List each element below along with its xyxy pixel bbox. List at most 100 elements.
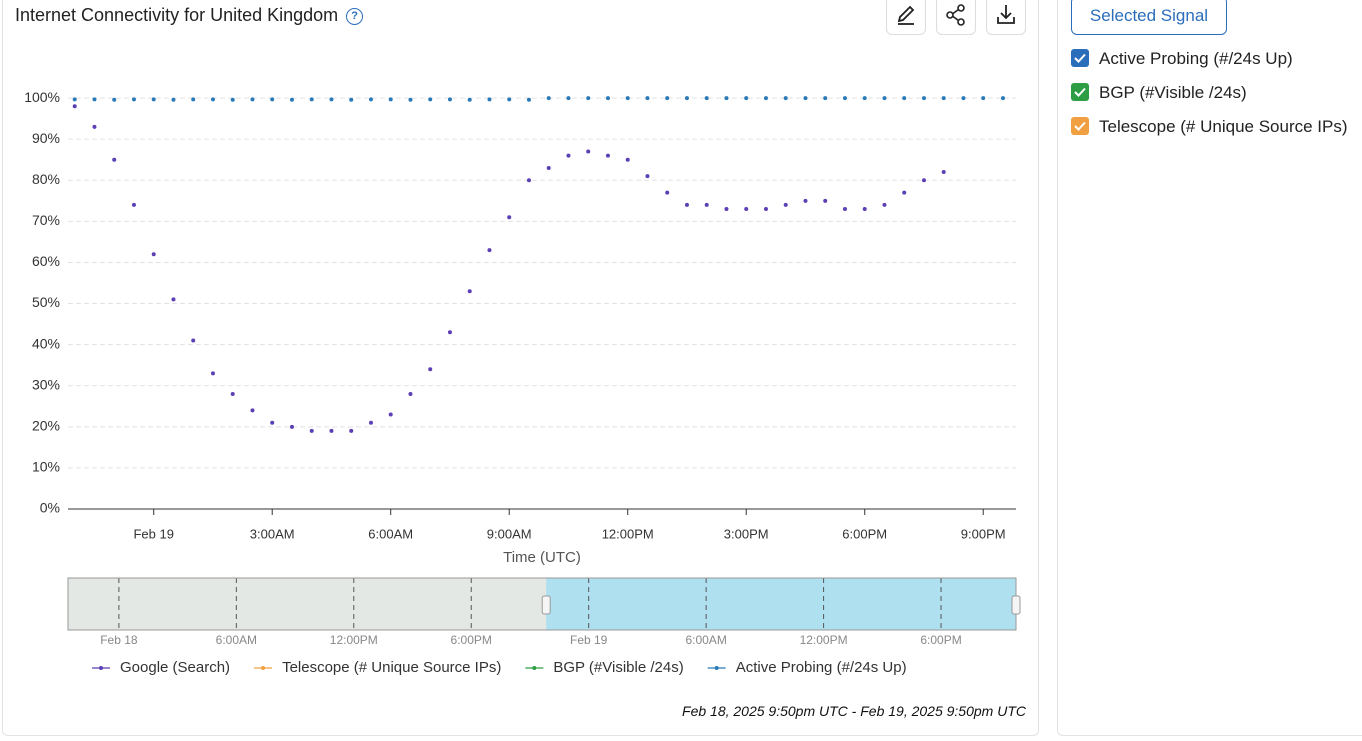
point — [112, 97, 117, 102]
signal-label: BGP (#Visible /24s) — [1099, 83, 1247, 102]
point — [645, 174, 650, 179]
point — [842, 207, 847, 212]
y-tick-label: 20% — [32, 418, 60, 434]
point — [842, 96, 847, 101]
date-range: Feb 18, 2025 9:50pm UTC - Feb 19, 2025 9… — [682, 703, 1026, 719]
x-tick-label: 3:00AM — [250, 526, 295, 541]
point — [704, 96, 709, 101]
y-tick-label: 0% — [40, 500, 60, 516]
signal-checkbox[interactable]: BGP (#Visible /24s) — [1071, 83, 1247, 103]
point — [151, 252, 156, 257]
point — [981, 96, 986, 101]
navigator-selection — [546, 578, 1016, 630]
y-tick-label: 90% — [32, 130, 60, 146]
check-icon — [1074, 53, 1086, 63]
x-tick-label: Feb 19 — [133, 526, 173, 541]
legend-dot — [261, 666, 266, 670]
navigator-tick-label: 6:00PM — [920, 633, 961, 647]
point — [744, 207, 749, 212]
point — [803, 198, 808, 203]
point — [724, 96, 729, 101]
y-tick-label: 50% — [32, 294, 60, 310]
point — [684, 202, 689, 207]
point — [72, 104, 77, 109]
legend-label[interactable]: Telescope (# Unique Source IPs) — [282, 659, 501, 676]
point — [526, 178, 531, 183]
navigator-tick-label: 6:00AM — [216, 633, 257, 647]
navigator-handle[interactable] — [1011, 595, 1021, 615]
point — [625, 96, 630, 101]
check-icon — [1074, 87, 1086, 97]
point — [625, 157, 630, 162]
chart: 0% 10% 20% 30% 40% 50% 60% 70% 80% 90% 100% Feb 19 3… — [24, 89, 1021, 676]
checkbox[interactable] — [1071, 83, 1089, 101]
point — [230, 97, 235, 102]
navigator-tick-label: 6:00AM — [685, 633, 726, 647]
point — [645, 96, 650, 101]
edit-icon — [897, 5, 915, 25]
point — [191, 97, 196, 102]
chart-title: Internet Connectivity for United Kingdom — [15, 5, 339, 25]
point — [112, 157, 117, 162]
navigator-handle[interactable] — [541, 595, 551, 615]
checkbox[interactable] — [1071, 117, 1089, 135]
point — [546, 165, 551, 170]
selected-signal-button[interactable]: Selected Signal — [1071, 0, 1227, 35]
y-tick-label: 10% — [32, 459, 60, 475]
point — [447, 330, 452, 335]
point — [428, 97, 433, 102]
navigator-tick-label: 6:00PM — [451, 633, 492, 647]
checkbox[interactable] — [1071, 49, 1089, 67]
signal-label: Active Probing (#/24s Up) — [1099, 49, 1293, 68]
legend-label[interactable]: BGP (#Visible /24s) — [553, 659, 683, 676]
legend-label[interactable]: Active Probing (#/24s Up) — [736, 659, 907, 676]
legend-dot — [532, 666, 537, 670]
point — [783, 202, 788, 207]
x-tick-label: 9:00AM — [487, 526, 532, 541]
x-tick-label: 3:00PM — [724, 526, 769, 541]
navigator-tick-label: 12:00PM — [330, 633, 378, 647]
point — [289, 97, 294, 102]
point — [586, 149, 591, 154]
legend-dot — [99, 666, 103, 670]
point — [487, 248, 492, 253]
signal-checkbox[interactable]: Telescope (# Unique Source IPs) — [1071, 117, 1348, 137]
point — [289, 424, 294, 429]
point — [131, 202, 136, 207]
share-button[interactable] — [936, 0, 976, 35]
point — [171, 97, 176, 102]
download-button[interactable] — [986, 0, 1026, 35]
point — [586, 96, 591, 101]
signal-checkbox[interactable]: Active Probing (#/24s Up) — [1071, 49, 1293, 69]
signal-card — [1057, 0, 1362, 736]
point — [467, 97, 472, 102]
edit-button[interactable] — [886, 0, 926, 35]
point — [447, 97, 452, 102]
legend-dot — [714, 666, 719, 670]
point — [566, 96, 571, 101]
signal-label: Telescope (# Unique Source IPs) — [1099, 117, 1348, 136]
y-tick-label: 60% — [32, 253, 60, 269]
point — [882, 96, 887, 101]
point — [823, 198, 828, 203]
point — [349, 428, 354, 433]
point — [882, 202, 887, 207]
y-tick-label: 30% — [32, 376, 60, 392]
point — [526, 97, 531, 102]
navigator-tick-label: Feb 18 — [100, 633, 138, 647]
point — [368, 420, 373, 425]
x-tick-label: 12:00PM — [602, 526, 654, 541]
point — [546, 96, 551, 101]
point — [862, 207, 867, 212]
point — [605, 96, 610, 101]
point — [605, 153, 610, 158]
point — [329, 97, 334, 102]
point — [941, 170, 946, 175]
help-icon[interactable]: ? — [346, 8, 364, 25]
point — [507, 97, 512, 102]
legend-label[interactable]: Google (Search) — [120, 659, 230, 676]
point — [250, 408, 255, 413]
point — [803, 96, 808, 101]
point — [388, 412, 393, 417]
